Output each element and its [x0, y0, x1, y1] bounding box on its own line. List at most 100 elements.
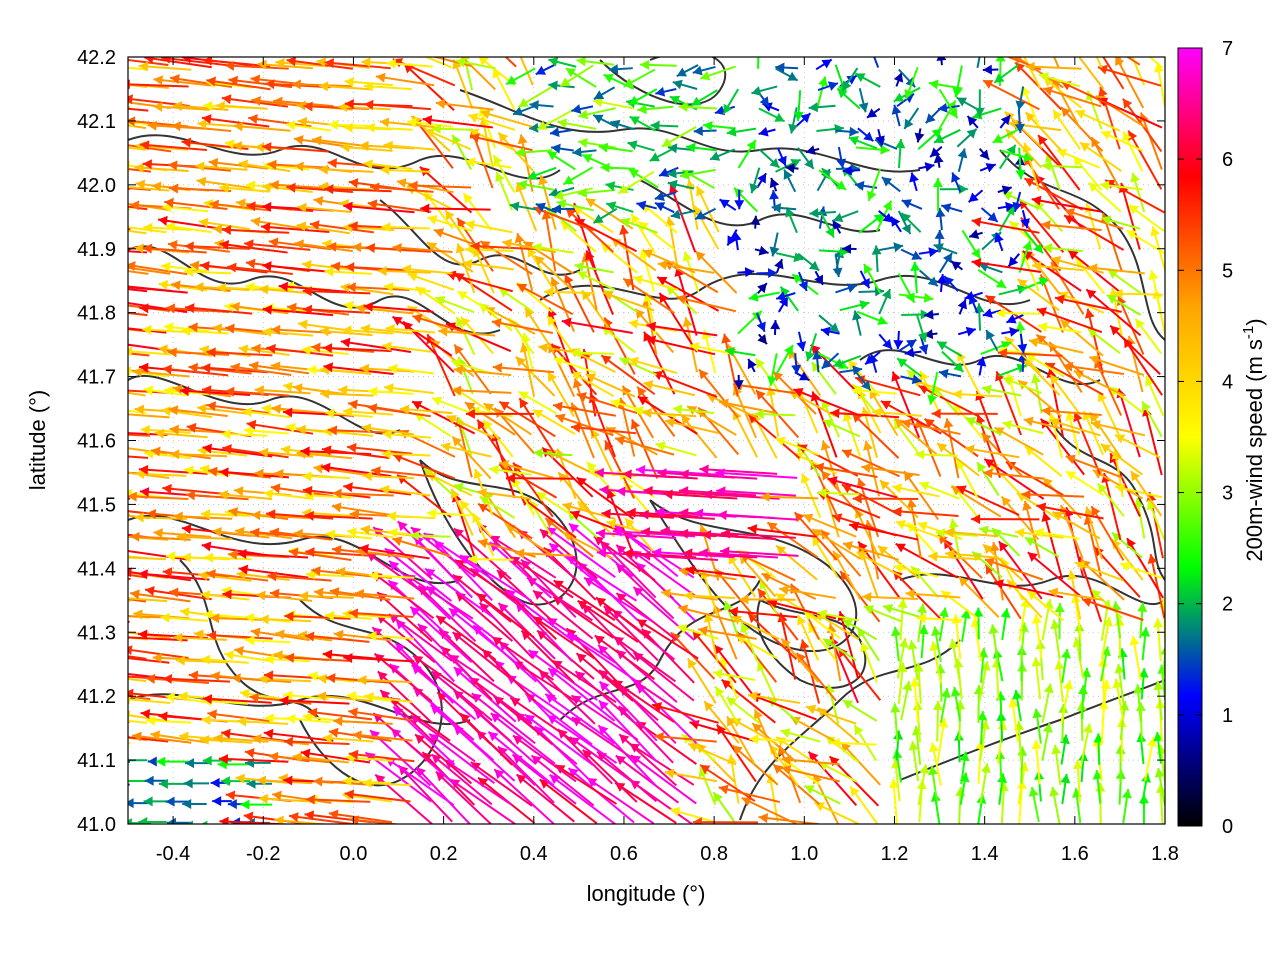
wind-vector — [545, 526, 616, 578]
wind-vector — [292, 752, 350, 764]
wind-vector-head — [67, 327, 76, 337]
wind-vector — [1080, 723, 1093, 765]
wind-vector — [698, 766, 717, 806]
wind-vector-shaft — [862, 595, 918, 601]
wind-vector-head — [133, 609, 143, 620]
wind-vector — [343, 653, 415, 664]
wind-vector-head — [959, 751, 970, 762]
wind-vector-head — [1137, 602, 1148, 612]
wind-vector-head — [201, 820, 208, 824]
wind-vector-head — [143, 796, 153, 807]
wind-vector-head — [199, 734, 210, 745]
wind-vector-head — [1020, 598, 1030, 608]
wind-vector — [1138, 668, 1149, 700]
wind-vector — [234, 646, 293, 660]
wind-vector-head — [599, 669, 610, 680]
wind-vector — [683, 548, 758, 559]
wind-vector-shaft — [532, 589, 594, 640]
wind-vector-head — [781, 754, 792, 765]
wind-vector-shaft — [781, 758, 841, 766]
wind-vector-shaft — [1090, 505, 1125, 561]
wind-vector-head — [389, 560, 400, 571]
wind-vector-shaft — [389, 696, 451, 742]
wind-vector — [84, 201, 131, 211]
wind-vector — [1034, 527, 1080, 540]
wind-vector-shaft — [547, 667, 616, 722]
wind-vector-head — [188, 670, 199, 681]
wind-vector-head — [84, 201, 93, 211]
wind-vector-shaft — [430, 753, 493, 806]
wind-vector-head — [101, 404, 111, 414]
wind-vector-head — [1111, 601, 1122, 611]
wind-vector-head — [342, 776, 352, 787]
wind-vector-head — [222, 589, 232, 600]
wind-vector-head — [983, 544, 994, 555]
wind-vector-head — [359, 544, 369, 554]
wind-vector-head — [1042, 723, 1053, 733]
wind-vector-head — [225, 790, 236, 801]
wind-vector-shaft — [691, 629, 737, 684]
wind-vector-head — [102, 651, 111, 661]
wind-vector-shaft — [423, 532, 494, 581]
wind-vector-head — [940, 688, 951, 698]
wind-vector-shaft — [781, 766, 840, 783]
wind-vector — [935, 528, 978, 539]
wind-vector-shaft — [598, 699, 658, 762]
wind-vector-shaft — [366, 551, 431, 599]
wind-vector — [348, 707, 412, 722]
wind-vector — [528, 649, 598, 701]
wind-vector — [944, 527, 999, 538]
wind-vector-shaft — [348, 752, 415, 763]
wind-vector-shaft — [515, 773, 575, 823]
wind-vector-head — [132, 731, 142, 742]
wind-vector-shaft — [1042, 511, 1064, 580]
wind-vector-head — [619, 734, 630, 744]
wind-vector — [1027, 551, 1084, 599]
wind-vector-shaft — [1085, 515, 1102, 577]
wind-vector-head — [1051, 744, 1062, 755]
wind-vector-head — [1084, 506, 1094, 517]
wind-vector-head — [1001, 496, 1012, 507]
wind-vector-head — [799, 639, 810, 650]
wind-vector-head — [436, 615, 447, 626]
wind-vector — [839, 570, 881, 623]
wind-vector-head — [272, 790, 282, 801]
wind-vector — [272, 790, 332, 804]
wind-vector-shaft — [575, 652, 634, 702]
wind-vector-head — [979, 525, 989, 536]
wind-vector-head — [397, 521, 408, 532]
wind-vector-head — [128, 366, 132, 377]
wind-vector-shaft — [544, 693, 616, 745]
wind-vector-shaft — [284, 656, 350, 662]
wind-vector-shaft — [618, 733, 678, 787]
wind-vector-head — [832, 513, 843, 523]
wind-vector-shaft — [234, 529, 293, 540]
wind-vector-head — [130, 531, 140, 542]
wind-vector — [1018, 597, 1030, 642]
wind-vector — [718, 784, 781, 804]
wind-vector-shaft — [612, 679, 675, 723]
wind-vector-head — [201, 715, 211, 726]
wind-vector — [364, 692, 413, 704]
wind-vector — [1049, 786, 1061, 824]
wind-vector-head — [728, 606, 739, 617]
wind-vector — [428, 732, 495, 785]
wind-vector — [202, 694, 272, 705]
wind-vector-head — [116, 298, 126, 308]
wind-vector-shaft — [176, 535, 233, 540]
wind-vector — [890, 703, 901, 742]
wind-vector — [731, 615, 780, 640]
wind-vector-head — [165, 692, 176, 703]
wind-vector-head — [128, 798, 134, 809]
wind-vector-shaft — [528, 649, 598, 701]
wind-vector-shaft — [256, 593, 313, 602]
wind-vector-head — [354, 588, 365, 599]
wind-vector-shaft — [630, 754, 697, 805]
wind-vector-head — [547, 618, 558, 628]
wind-vector-shaft — [732, 744, 779, 786]
wind-vector-head — [698, 548, 709, 559]
wind-vector-head — [916, 613, 926, 624]
wind-vector — [747, 524, 817, 538]
wind-vector — [288, 812, 354, 824]
wind-vector — [988, 624, 999, 663]
